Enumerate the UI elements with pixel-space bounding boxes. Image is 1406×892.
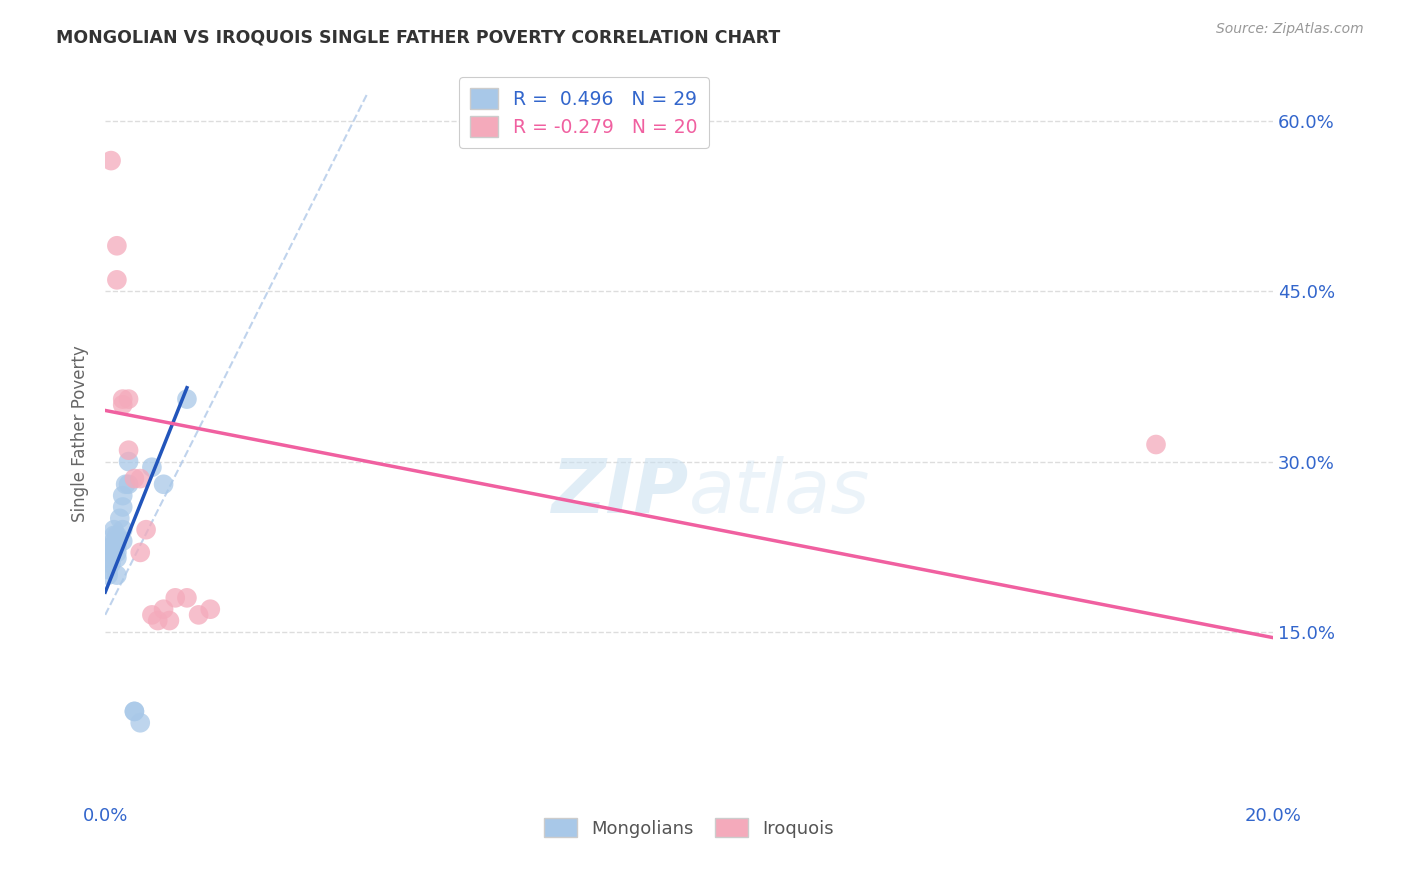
Point — [117, 392, 139, 406]
Point — [103, 534, 125, 549]
Y-axis label: Single Father Poverty: Single Father Poverty — [72, 345, 89, 522]
Point — [105, 273, 128, 287]
Point — [105, 551, 128, 566]
Point — [141, 607, 163, 622]
Text: Source: ZipAtlas.com: Source: ZipAtlas.com — [1216, 22, 1364, 37]
Point — [103, 528, 125, 542]
Point — [129, 545, 152, 559]
Point — [141, 460, 163, 475]
Point — [117, 443, 139, 458]
Point — [97, 568, 120, 582]
Point — [111, 392, 134, 406]
Point — [124, 705, 146, 719]
Point — [111, 398, 134, 412]
Point — [111, 534, 134, 549]
Point — [103, 523, 125, 537]
Point — [100, 557, 122, 571]
Point — [124, 705, 146, 719]
Point — [176, 392, 198, 406]
Point — [152, 477, 174, 491]
Point — [146, 614, 169, 628]
Point — [124, 472, 146, 486]
Text: MONGOLIAN VS IROQUOIS SINGLE FATHER POVERTY CORRELATION CHART: MONGOLIAN VS IROQUOIS SINGLE FATHER POVE… — [56, 29, 780, 46]
Point — [1144, 437, 1167, 451]
Legend: Mongolians, Iroquois: Mongolians, Iroquois — [537, 811, 841, 845]
Point — [97, 551, 120, 566]
Point — [159, 614, 181, 628]
Point — [129, 715, 152, 730]
Point — [100, 540, 122, 554]
Point — [187, 607, 209, 622]
Point — [105, 540, 128, 554]
Point — [100, 153, 122, 168]
Point — [100, 545, 122, 559]
Point — [111, 489, 134, 503]
Point — [135, 523, 157, 537]
Point — [100, 540, 122, 554]
Point — [111, 500, 134, 514]
Point — [129, 472, 152, 486]
Point — [165, 591, 187, 605]
Point — [200, 602, 222, 616]
Point — [152, 602, 174, 616]
Point — [105, 239, 128, 253]
Point — [176, 591, 198, 605]
Point — [105, 545, 128, 559]
Point — [105, 528, 128, 542]
Point — [117, 477, 139, 491]
Point — [117, 454, 139, 468]
Text: ZIP: ZIP — [551, 456, 689, 529]
Point — [105, 568, 128, 582]
Point — [111, 523, 134, 537]
Point — [108, 511, 131, 525]
Text: atlas: atlas — [689, 456, 870, 528]
Point — [97, 562, 120, 576]
Point — [114, 477, 136, 491]
